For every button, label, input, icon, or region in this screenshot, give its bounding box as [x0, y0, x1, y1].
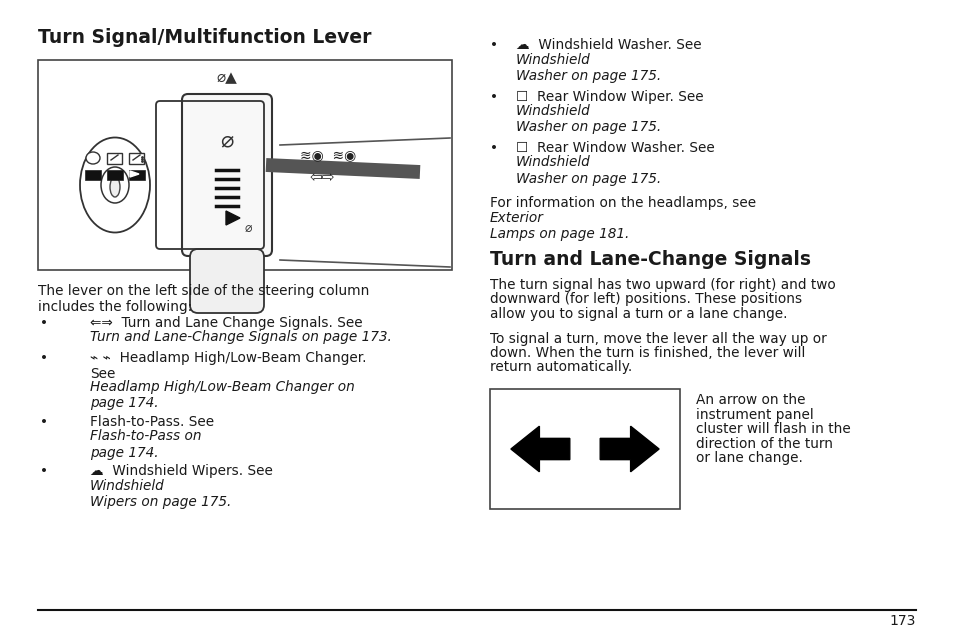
Text: return automatically.: return automatically.: [490, 361, 632, 375]
Text: ⇦⇨: ⇦⇨: [310, 170, 335, 185]
Text: Windshield
Washer on page 175.: Windshield Washer on page 175.: [516, 53, 660, 83]
Text: downward (for left) positions. These positions: downward (for left) positions. These pos…: [490, 293, 801, 307]
Polygon shape: [511, 426, 569, 472]
Text: Windshield
Washer on page 175.: Windshield Washer on page 175.: [516, 155, 660, 186]
Text: ☁  Windshield Wipers. See: ☁ Windshield Wipers. See: [90, 464, 273, 478]
Text: Turn Signal/Multifunction Lever: Turn Signal/Multifunction Lever: [38, 28, 371, 47]
Text: Exterior
Lamps on page 181.: Exterior Lamps on page 181.: [490, 211, 629, 241]
Ellipse shape: [86, 152, 100, 164]
Text: To signal a turn, move the lever all the way up or: To signal a turn, move the lever all the…: [490, 331, 826, 345]
Text: down. When the turn is finished, the lever will: down. When the turn is finished, the lev…: [490, 346, 804, 360]
Text: ⌀: ⌀: [220, 130, 233, 150]
Bar: [108, 153, 122, 163]
Text: Turn and Lane-Change Signals on page 173.: Turn and Lane-Change Signals on page 173…: [90, 331, 392, 345]
Bar: [38, 60, 452, 270]
Text: The turn signal has two upward (for right) and two: The turn signal has two upward (for righ…: [490, 278, 835, 292]
Text: Flash-to-Pass. See: Flash-to-Pass. See: [90, 415, 213, 429]
Text: Flash-to-Pass on
page 174.: Flash-to-Pass on page 174.: [90, 429, 201, 460]
Text: ⌁ ⌁  Headlamp High/Low-Beam Changer.
See: ⌁ ⌁ Headlamp High/Low-Beam Changer. See: [90, 351, 366, 381]
Text: ⇐⇒  Turn and Lane Change Signals. See: ⇐⇒ Turn and Lane Change Signals. See: [90, 316, 362, 330]
FancyBboxPatch shape: [182, 94, 272, 256]
Text: ☐  Rear Window Washer. See: ☐ Rear Window Washer. See: [516, 141, 714, 155]
Ellipse shape: [110, 177, 120, 197]
Ellipse shape: [80, 137, 150, 233]
Ellipse shape: [101, 167, 129, 203]
Text: •: •: [40, 464, 48, 478]
Text: or lane change.: or lane change.: [696, 451, 802, 465]
FancyBboxPatch shape: [190, 249, 264, 313]
Text: ⌀: ⌀: [244, 222, 252, 235]
Text: cluster will flash in the: cluster will flash in the: [696, 422, 850, 436]
Bar: [85, 170, 101, 180]
Text: Windshield
Washer on page 175.: Windshield Washer on page 175.: [516, 104, 660, 134]
Text: ≋◉  ≋◉: ≋◉ ≋◉: [299, 148, 355, 162]
Text: ☐  Rear Window Wiper. See: ☐ Rear Window Wiper. See: [516, 90, 703, 104]
Bar: [490, 389, 679, 509]
Bar: [130, 153, 144, 163]
Polygon shape: [130, 171, 139, 177]
Text: ⌀▲: ⌀▲: [216, 70, 237, 85]
Text: An arrow on the: An arrow on the: [696, 393, 804, 407]
Text: Turn and Lane-Change Signals: Turn and Lane-Change Signals: [490, 250, 810, 269]
Text: Windshield
Wipers on page 175.: Windshield Wipers on page 175.: [90, 479, 232, 509]
Text: For information on the headlamps, see: For information on the headlamps, see: [490, 197, 760, 211]
Text: •: •: [40, 351, 48, 365]
Text: ☁  Windshield Washer. See: ☁ Windshield Washer. See: [516, 38, 700, 52]
Text: The lever on the left side of the steering column
includes the following:: The lever on the left side of the steeri…: [38, 284, 369, 314]
Text: instrument panel: instrument panel: [696, 408, 813, 422]
Text: 173: 173: [889, 614, 915, 628]
Text: Headlamp High/Low-Beam Changer on
page 174.: Headlamp High/Low-Beam Changer on page 1…: [90, 380, 355, 410]
Bar: [129, 170, 145, 180]
Text: allow you to signal a turn or a lane change.: allow you to signal a turn or a lane cha…: [490, 307, 786, 321]
Polygon shape: [226, 211, 240, 225]
Text: •: •: [490, 90, 497, 104]
Text: •: •: [490, 38, 497, 52]
Bar: [107, 170, 123, 180]
Text: •: •: [40, 415, 48, 429]
Text: •: •: [490, 141, 497, 155]
Text: •: •: [40, 316, 48, 330]
Text: direction of the turn: direction of the turn: [696, 436, 832, 450]
Polygon shape: [599, 426, 659, 472]
